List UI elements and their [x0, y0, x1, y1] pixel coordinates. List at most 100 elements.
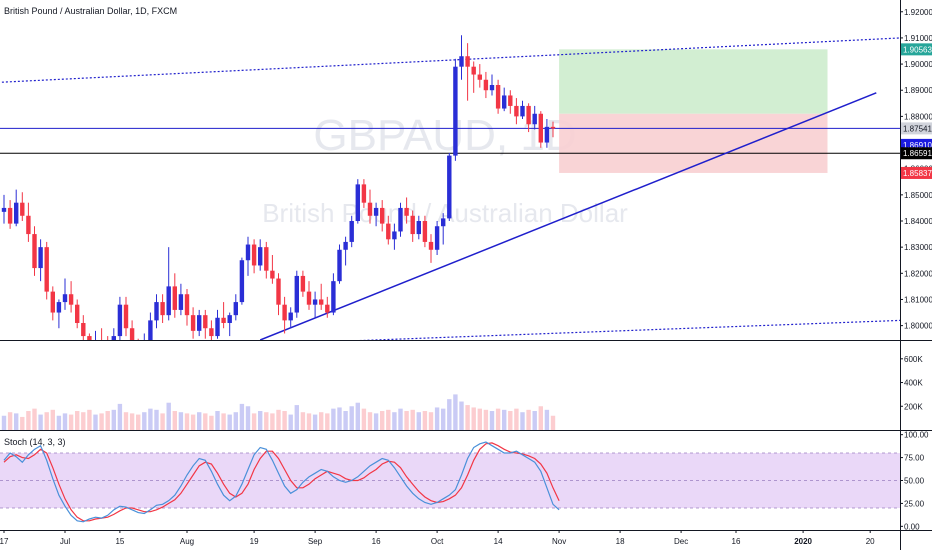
price-tick-label: 1.82000: [904, 269, 932, 278]
volume-bar: [190, 414, 196, 430]
candle-body: [386, 223, 391, 240]
time-tick-label: Oct: [431, 537, 444, 546]
volume-bar: [93, 414, 98, 430]
candle-body: [245, 244, 251, 261]
volume-bar: [367, 412, 373, 430]
volume-bar: [7, 412, 13, 430]
candle-body: [526, 105, 531, 125]
candle-body: [142, 344, 146, 349]
volume-bar: [38, 414, 43, 430]
candle-body: [75, 304, 80, 323]
candle-body: [148, 320, 153, 340]
candle-body: [221, 317, 226, 323]
volume-bar: [294, 405, 299, 430]
candle-body: [26, 215, 31, 235]
candle-body: [258, 247, 263, 266]
candle-body: [227, 315, 232, 323]
candle-body: [502, 95, 507, 109]
volume-bar: [81, 412, 86, 430]
candle-body: [355, 184, 360, 221]
candle-body: [337, 249, 342, 282]
volume-bar: [75, 411, 80, 430]
candle-body: [288, 312, 293, 321]
candle-body: [441, 218, 446, 227]
candle-body: [7, 207, 13, 224]
volume-bar: [392, 412, 397, 430]
candle-body: [520, 105, 525, 117]
volume-bar: [441, 408, 446, 430]
volume-bar: [337, 407, 342, 430]
candle-body: [373, 207, 379, 216]
price-tag: [901, 147, 932, 160]
candle-body: [544, 126, 550, 143]
volume-bar: [26, 411, 31, 430]
candle-body: [68, 294, 74, 305]
volume-bar: [453, 394, 458, 430]
volume-bar: [276, 409, 281, 430]
volume-bar: [520, 412, 525, 430]
volume-bar: [227, 414, 232, 430]
candle-body: [538, 113, 543, 143]
volume-bar: [245, 406, 251, 430]
candle-body: [270, 270, 275, 279]
price-tag-label: 1.90563: [903, 45, 932, 54]
time-tick-label: 20: [866, 537, 875, 546]
target-zone: [559, 49, 828, 114]
volume-bar: [160, 413, 165, 430]
price-tag: [901, 166, 932, 179]
candle-body: [459, 56, 464, 67]
chart-title: British Pound / Australian Dollar, 1D, F…: [4, 6, 178, 16]
candle-body: [209, 328, 214, 337]
volume-bar: [422, 411, 428, 430]
trendline-channel-bottom: [358, 319, 900, 340]
time-tick-label: 16: [732, 537, 741, 546]
volume-bar: [270, 413, 275, 430]
volume-bar: [398, 408, 403, 430]
candle-body: [465, 56, 470, 67]
volume-bar: [532, 411, 537, 430]
volume-bar: [1, 415, 7, 430]
time-tick-label: Jul: [60, 537, 70, 546]
candle-body: [447, 155, 452, 219]
candle-body: [276, 278, 281, 305]
time-tick-label: Dec: [674, 537, 688, 546]
volume-bar: [129, 413, 135, 430]
candle-body: [392, 231, 397, 240]
candle-body: [160, 302, 165, 316]
volume-bar: [197, 412, 202, 430]
candle-body: [380, 207, 385, 224]
price-tick-label: 1.92000: [904, 8, 932, 17]
volume-bar: [361, 408, 367, 430]
candle-body: [398, 207, 403, 232]
volume-bar: [459, 401, 464, 430]
volume-bar: [544, 409, 550, 430]
stoch-tick-label: 75.00: [904, 454, 925, 463]
volume-bar: [68, 414, 74, 430]
candle-body: [306, 291, 312, 305]
volume-bar: [184, 413, 190, 430]
candle-body: [239, 260, 245, 303]
candle-body: [532, 113, 537, 125]
volume-bar: [136, 414, 141, 430]
price-tag-label: 1.85837: [903, 169, 932, 178]
candle-body: [203, 315, 208, 329]
candle-body: [136, 344, 140, 349]
volume-bar: [56, 415, 62, 430]
volume-bar: [502, 409, 507, 430]
candle-body: [178, 294, 184, 310]
time-tick-label: 18: [616, 537, 625, 546]
candle-body: [428, 241, 434, 250]
candle-body: [166, 286, 171, 316]
volume-bar: [312, 414, 318, 430]
candle-body: [44, 247, 49, 292]
candle-body: [32, 234, 37, 269]
volume-bar: [123, 412, 129, 430]
volume-bar: [508, 411, 513, 430]
stoch-tick-label: 50.00: [904, 477, 925, 486]
candle-body: [1, 207, 7, 212]
stoch-pane: [0, 441, 900, 523]
stoch-legend: Stoch (14, 3, 3): [4, 437, 66, 447]
